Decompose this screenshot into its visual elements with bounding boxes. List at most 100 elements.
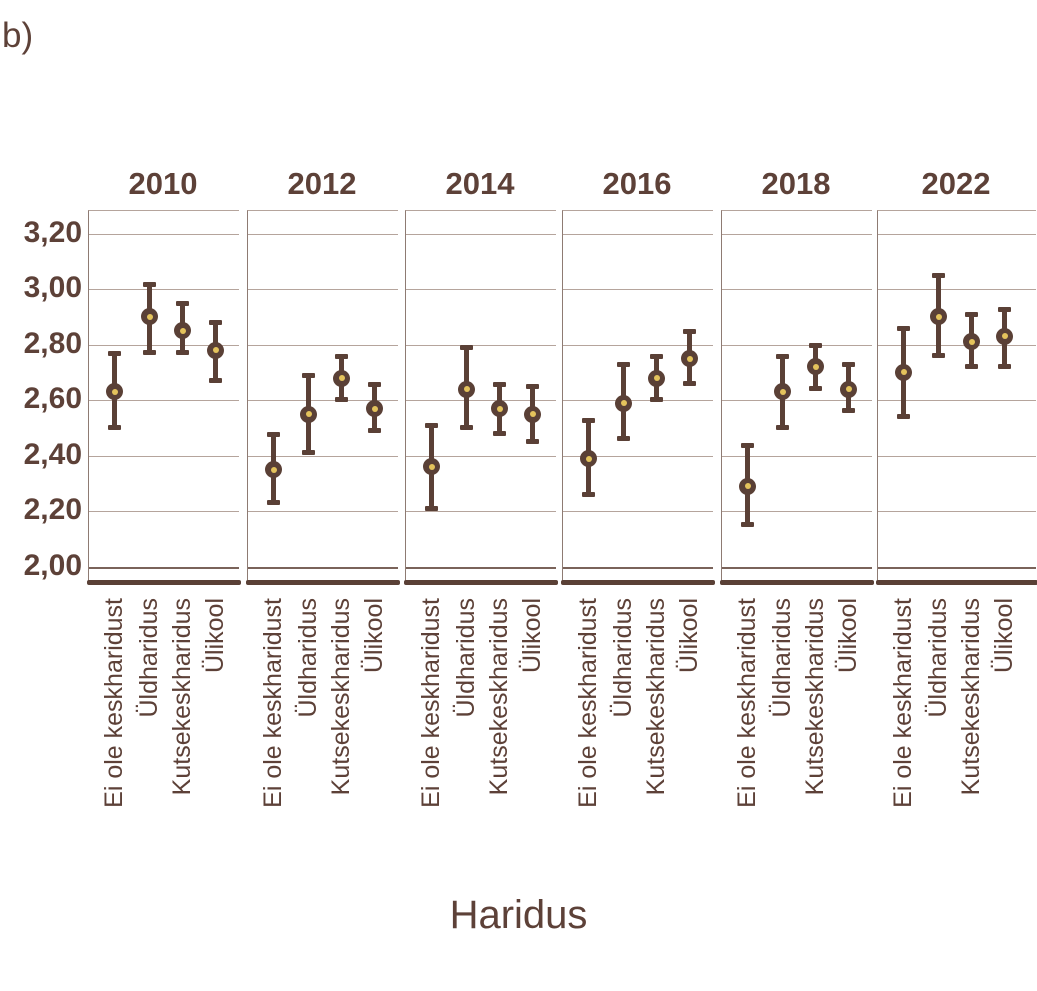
x-axis-title: Haridus bbox=[449, 893, 588, 937]
error-bar-cap-bottom bbox=[425, 505, 438, 511]
x-axis-line bbox=[876, 580, 1037, 585]
data-point-center-dot bbox=[179, 327, 186, 334]
gridline bbox=[722, 511, 872, 513]
data-point bbox=[300, 405, 317, 423]
data-point bbox=[366, 400, 383, 418]
y-tick-label: 2,00 bbox=[23, 549, 82, 582]
error-bar-cap-bottom bbox=[741, 522, 754, 528]
x-category-label: Ei ole keskharidust bbox=[574, 598, 602, 808]
facet-panel bbox=[720, 210, 874, 585]
facet-title: 2014 bbox=[445, 166, 515, 201]
data-point-center-dot bbox=[900, 369, 907, 376]
error-bar-cap-top bbox=[108, 351, 121, 357]
error-bar-cap-top bbox=[897, 326, 910, 331]
error-bar-cap-bottom bbox=[809, 386, 822, 392]
data-point bbox=[895, 363, 912, 381]
y-tick-label: 3,00 bbox=[23, 271, 82, 305]
x-category-label: Ei ole keskharidust bbox=[259, 598, 287, 808]
data-point-center-dot bbox=[812, 363, 819, 370]
data-point-center-dot bbox=[845, 386, 852, 393]
gridline bbox=[878, 511, 1036, 513]
error-bar-cap-top bbox=[650, 353, 663, 359]
x-axis-line bbox=[246, 580, 400, 585]
error-bar-cap-top bbox=[209, 320, 222, 326]
data-point-center-dot bbox=[585, 455, 592, 462]
error-bar-cap-bottom bbox=[143, 350, 156, 356]
gridline bbox=[248, 400, 398, 402]
facet-title: 2022 bbox=[921, 166, 991, 201]
error-bar-cap-top bbox=[143, 281, 156, 287]
facet-panel bbox=[87, 210, 241, 585]
x-category-label: Ülikool bbox=[675, 598, 703, 674]
facet-panel bbox=[404, 210, 558, 585]
x-category-label: Kutsekeskharidus bbox=[168, 598, 196, 796]
error-bar-cap-bottom bbox=[683, 380, 696, 386]
gridline bbox=[248, 289, 398, 291]
x-axis-line bbox=[404, 580, 558, 585]
facet-panel bbox=[246, 210, 400, 585]
error-bar-cap-bottom bbox=[267, 500, 280, 506]
x-category-label: Kutsekeskharidus bbox=[801, 598, 829, 796]
data-point bbox=[141, 308, 158, 326]
data-point bbox=[106, 383, 123, 401]
x-category-label: Ei ole keskharidust bbox=[100, 598, 128, 808]
error-bar-cap-bottom bbox=[582, 491, 595, 497]
x-category-label: Kutsekeskharidus bbox=[485, 598, 513, 796]
x-category-label: Üldharidus bbox=[452, 598, 480, 718]
error-bar-cap-bottom bbox=[965, 363, 978, 369]
gridline bbox=[406, 289, 556, 291]
facet-title: 2010 bbox=[128, 166, 198, 201]
gridline bbox=[89, 567, 239, 569]
facet-title: 2016 bbox=[602, 166, 672, 201]
gridline bbox=[248, 567, 398, 569]
error-bar-cap-top bbox=[493, 381, 506, 387]
error-bar-cap-bottom bbox=[493, 430, 506, 436]
error-bar-cap-bottom bbox=[108, 425, 121, 431]
error-bar-cap-bottom bbox=[368, 427, 381, 433]
error-bar-cap-top bbox=[842, 362, 855, 368]
gridline bbox=[406, 511, 556, 513]
x-category-label: Kutsekeskharidus bbox=[327, 598, 355, 796]
error-bar-cap-bottom bbox=[650, 397, 663, 403]
data-point-center-dot bbox=[779, 388, 786, 395]
error-bar-cap-bottom bbox=[460, 425, 473, 431]
gridline bbox=[89, 511, 239, 513]
facet-title: 2018 bbox=[761, 166, 831, 201]
data-point bbox=[174, 322, 191, 340]
gridline bbox=[89, 400, 239, 402]
data-point bbox=[423, 458, 440, 476]
gridline bbox=[248, 511, 398, 513]
data-point bbox=[491, 400, 508, 418]
error-bar-cap-bottom bbox=[617, 436, 630, 442]
data-point bbox=[996, 327, 1013, 345]
error-bar-cap-top bbox=[302, 373, 315, 379]
data-point bbox=[648, 369, 665, 387]
data-point bbox=[524, 405, 541, 423]
figure-label: b) bbox=[2, 16, 34, 55]
error-bar-cap-top bbox=[683, 328, 696, 334]
gridline bbox=[722, 455, 872, 457]
gridline bbox=[406, 567, 556, 569]
error-bar-cap-top bbox=[335, 353, 348, 359]
gridline bbox=[406, 344, 556, 346]
x-category-label: Üldharidus bbox=[768, 598, 796, 718]
error-bar-cap-top bbox=[460, 345, 473, 351]
gridline bbox=[406, 400, 556, 402]
error-bar-cap-top bbox=[809, 342, 822, 348]
data-point bbox=[930, 308, 947, 326]
x-category-label: Ülikool bbox=[990, 598, 1018, 674]
gridline bbox=[878, 400, 1036, 402]
x-category-label: Ei ole keskharidust bbox=[733, 598, 761, 808]
x-category-label: Üldharidus bbox=[924, 598, 952, 718]
x-category-label: Üldharidus bbox=[294, 598, 322, 718]
data-point bbox=[458, 380, 475, 398]
data-point bbox=[265, 461, 282, 479]
y-tick-label: 2,20 bbox=[23, 493, 82, 527]
error-bar-cap-bottom bbox=[897, 413, 910, 419]
y-tick-label: 3,20 bbox=[23, 215, 82, 249]
gridline bbox=[248, 344, 398, 346]
data-point-center-dot bbox=[744, 483, 751, 490]
gridline bbox=[878, 344, 1036, 346]
x-axis-line bbox=[87, 580, 241, 585]
data-point bbox=[615, 394, 632, 412]
